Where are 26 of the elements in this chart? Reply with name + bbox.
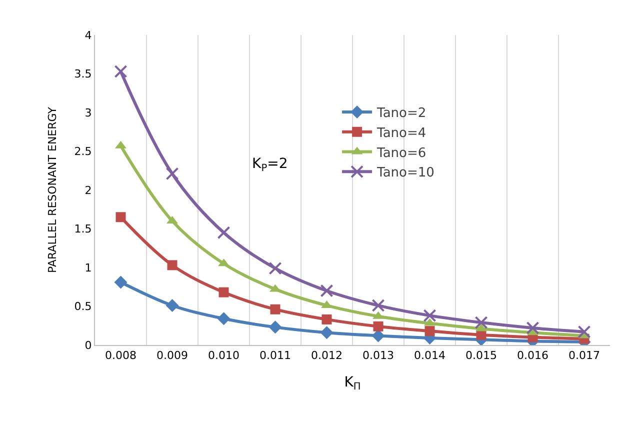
y-axis-title: PARALLEL RESONANT ENERGY xyxy=(46,106,59,273)
y-tick-label: 0.5 xyxy=(74,300,92,314)
x-tick-label: 0.015 xyxy=(466,349,497,362)
x-axis-title: K$_{Π}$ xyxy=(344,374,361,392)
legend-label: Tano=6 xyxy=(376,146,426,161)
y-tick-label: 1.5 xyxy=(74,222,92,236)
legend-label: Tano=2 xyxy=(376,106,426,122)
y-tick-label: 2.5 xyxy=(74,145,92,158)
y-tick-label: 3.5 xyxy=(74,68,92,81)
x-tick-label: 0.008 xyxy=(105,349,136,362)
y-tick-label: 1 xyxy=(84,261,92,274)
y-tick-label: 3 xyxy=(84,106,92,120)
x-tick-label: 0.014 xyxy=(414,349,446,362)
x-tick-label: 0.011 xyxy=(260,349,291,362)
y-tick-label: 4 xyxy=(84,28,92,42)
x-tick-label: 0.010 xyxy=(208,349,240,362)
x-tick-label: 0.016 xyxy=(517,349,548,362)
legend-label: Tano=10 xyxy=(376,166,434,181)
x-tick-label: 0.017 xyxy=(568,349,600,362)
y-tick-label: 2 xyxy=(84,184,92,197)
legend-label: Tano=4 xyxy=(376,126,426,141)
annotation: K$_{P}$=2 xyxy=(252,156,288,174)
x-tick-label: 0.009 xyxy=(156,349,188,362)
y-tick-label: 0 xyxy=(84,338,92,352)
x-tick-label: 0.013 xyxy=(362,349,394,362)
x-tick-label: 0.012 xyxy=(311,349,342,362)
